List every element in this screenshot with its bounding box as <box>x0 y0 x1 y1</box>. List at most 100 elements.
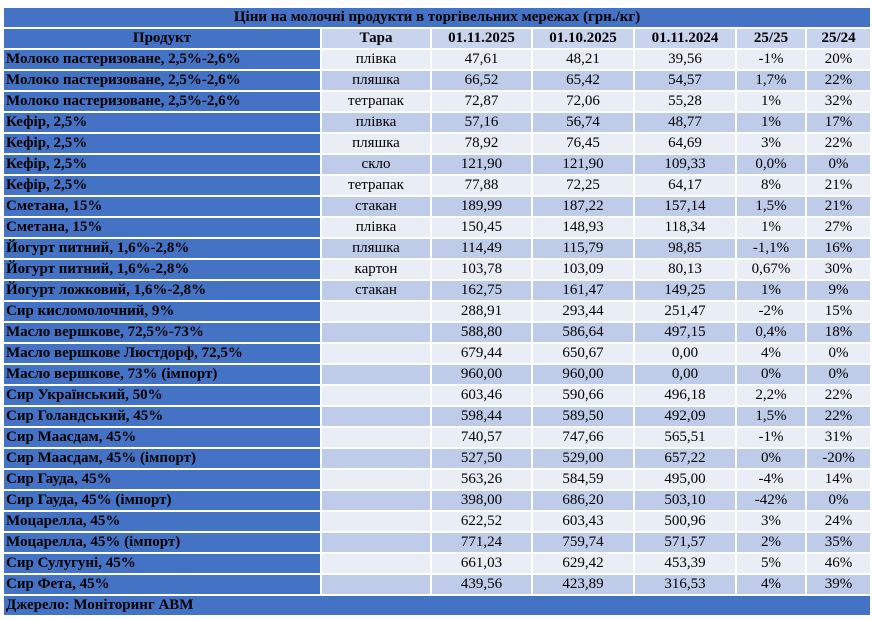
product-cell: Моцарелла, 45% <box>2 510 322 533</box>
price-cell-previous-year: 54,57 <box>633 69 737 92</box>
price-cell-previous-month: 76,45 <box>531 132 635 155</box>
tara-cell <box>320 342 432 365</box>
price-cell-current: 66,52 <box>430 69 533 92</box>
product-cell: Сметана, 15% <box>2 216 322 239</box>
pct-cell-yoy: 14% <box>804 468 872 491</box>
price-cell-previous-year: 98,85 <box>633 237 737 260</box>
table-row: Йогурт питний, 1,6%-2,8% картон 103,78 103,… <box>2 258 872 281</box>
tara-cell <box>320 405 432 428</box>
tara-cell <box>320 384 432 407</box>
price-cell-previous-month: 161,47 <box>531 279 635 302</box>
pct-cell-mom: 0% <box>735 447 807 470</box>
pct-cell-mom: -4% <box>735 468 807 491</box>
pct-cell-mom: -2% <box>735 300 807 323</box>
price-cell-previous-month: 115,79 <box>531 237 635 260</box>
price-cell-previous-month: 293,44 <box>531 300 635 323</box>
pct-cell-yoy: 21% <box>804 174 872 197</box>
product-cell: Кефір, 2,5% <box>2 132 322 155</box>
pct-cell-yoy: 27% <box>804 216 872 239</box>
product-cell: Сметана, 15% <box>2 195 322 218</box>
price-cell-previous-year: 500,96 <box>633 510 737 533</box>
tara-cell <box>320 468 432 491</box>
pct-cell-yoy: 17% <box>804 111 872 134</box>
price-cell-previous-year: 492,09 <box>633 405 737 428</box>
price-cell-previous-month: 960,00 <box>531 363 635 386</box>
price-cell-previous-year: 565,51 <box>633 426 737 449</box>
product-cell: Йогурт питний, 1,6%-2,8% <box>2 237 322 260</box>
pct-cell-yoy: 0% <box>804 342 872 365</box>
pct-cell-mom: -1,1% <box>735 237 807 260</box>
pct-cell-yoy: 18% <box>804 321 872 344</box>
price-cell-previous-month: 72,06 <box>531 90 635 113</box>
pct-cell-mom: 1% <box>735 90 807 113</box>
pct-cell-mom: 4% <box>735 573 807 596</box>
product-cell: Кефір, 2,5% <box>2 153 322 176</box>
price-cell-current: 72,87 <box>430 90 533 113</box>
price-cell-current: 150,45 <box>430 216 533 239</box>
price-cell-current: 563,26 <box>430 468 533 491</box>
product-cell: Сир Гауда, 45% (імпорт) <box>2 489 322 512</box>
pct-cell-mom: 5% <box>735 552 807 575</box>
pct-cell-mom: 1% <box>735 216 807 239</box>
pct-cell-mom: 0% <box>735 363 807 386</box>
price-cell-current: 622,52 <box>430 510 533 533</box>
table-row: Сир кисломолочний, 9% 288,91 293,44 251,47-… <box>2 300 872 323</box>
price-cell-previous-month: 584,59 <box>531 468 635 491</box>
price-cell-current: 527,50 <box>430 447 533 470</box>
price-cell-current: 162,75 <box>430 279 533 302</box>
price-cell-previous-year: 571,57 <box>633 531 737 554</box>
price-cell-previous-year: 64,69 <box>633 132 737 155</box>
price-cell-previous-month: 65,42 <box>531 69 635 92</box>
pct-cell-yoy: 22% <box>804 132 872 155</box>
price-cell-current: 189,99 <box>430 195 533 218</box>
pct-cell-yoy: 0% <box>804 489 872 512</box>
pct-cell-yoy: 22% <box>804 69 872 92</box>
price-cell-previous-year: 316,53 <box>633 573 737 596</box>
header-row: Продукт Тара 01.11.2025 01.10.2025 01.11… <box>2 27 872 50</box>
price-cell-previous-year: 149,25 <box>633 279 737 302</box>
price-cell-previous-month: 103,09 <box>531 258 635 281</box>
price-cell-previous-year: 497,15 <box>633 321 737 344</box>
price-cell-previous-month: 590,66 <box>531 384 635 407</box>
tara-cell <box>320 321 432 344</box>
table-row: Кефір, 2,5% пляшка 78,92 76,45 64,69 3% 22% <box>2 132 872 155</box>
tara-cell <box>320 489 432 512</box>
price-cell-previous-month: 529,00 <box>531 447 635 470</box>
price-cell-previous-year: 48,77 <box>633 111 737 134</box>
table-row: Масло вершкове, 73% (імпорт) 960,00 960,00… <box>2 363 872 386</box>
tara-cell: стакан <box>320 279 432 302</box>
pct-cell-mom: 1% <box>735 111 807 134</box>
price-cell-previous-year: 0,00 <box>633 342 737 365</box>
pct-cell-yoy: 15% <box>804 300 872 323</box>
table-row: Сир Гауда, 45% 563,26 584,59 495,00 -4% 14% <box>2 468 872 491</box>
pct-cell-mom: -42% <box>735 489 807 512</box>
price-cell-previous-month: 603,43 <box>531 510 635 533</box>
price-cell-current: 57,16 <box>430 111 533 134</box>
price-cell-current: 960,00 <box>430 363 533 386</box>
price-cell-previous-month: 187,22 <box>531 195 635 218</box>
price-cell-current: 661,03 <box>430 552 533 575</box>
pct-cell-yoy: 0% <box>804 363 872 386</box>
tara-cell <box>320 510 432 533</box>
pct-cell-mom: 2% <box>735 531 807 554</box>
price-cell-previous-year: 495,00 <box>633 468 737 491</box>
tara-cell: картон <box>320 258 432 281</box>
price-cell-current: 77,88 <box>430 174 533 197</box>
tara-cell <box>320 426 432 449</box>
table-row: Кефір, 2,5% плівка 57,16 56,74 48,77 1% 17% <box>2 111 872 134</box>
pct-cell-yoy: 31% <box>804 426 872 449</box>
tara-cell <box>320 531 432 554</box>
tara-cell <box>320 300 432 323</box>
pct-cell-yoy: 24% <box>804 510 872 533</box>
pct-cell-yoy: 21% <box>804 195 872 218</box>
tara-cell <box>320 573 432 596</box>
price-cell-previous-year: 109,33 <box>633 153 737 176</box>
pct-cell-yoy: 9% <box>804 279 872 302</box>
product-cell: Масло вершкове, 73% (імпорт) <box>2 363 322 386</box>
dairy-price-table: Ціни на молочні продукти в торгівельних … <box>1 6 872 617</box>
price-cell-current: 598,44 <box>430 405 533 428</box>
table-row: Йогурт питний, 1,6%-2,8% пляшка 114,49 115,… <box>2 237 872 260</box>
table-row: Сметана, 15% стакан 189,99 187,22 157,14 1,5%… <box>2 195 872 218</box>
price-cell-previous-year: 55,28 <box>633 90 737 113</box>
product-cell: Сир Гауда, 45% <box>2 468 322 491</box>
